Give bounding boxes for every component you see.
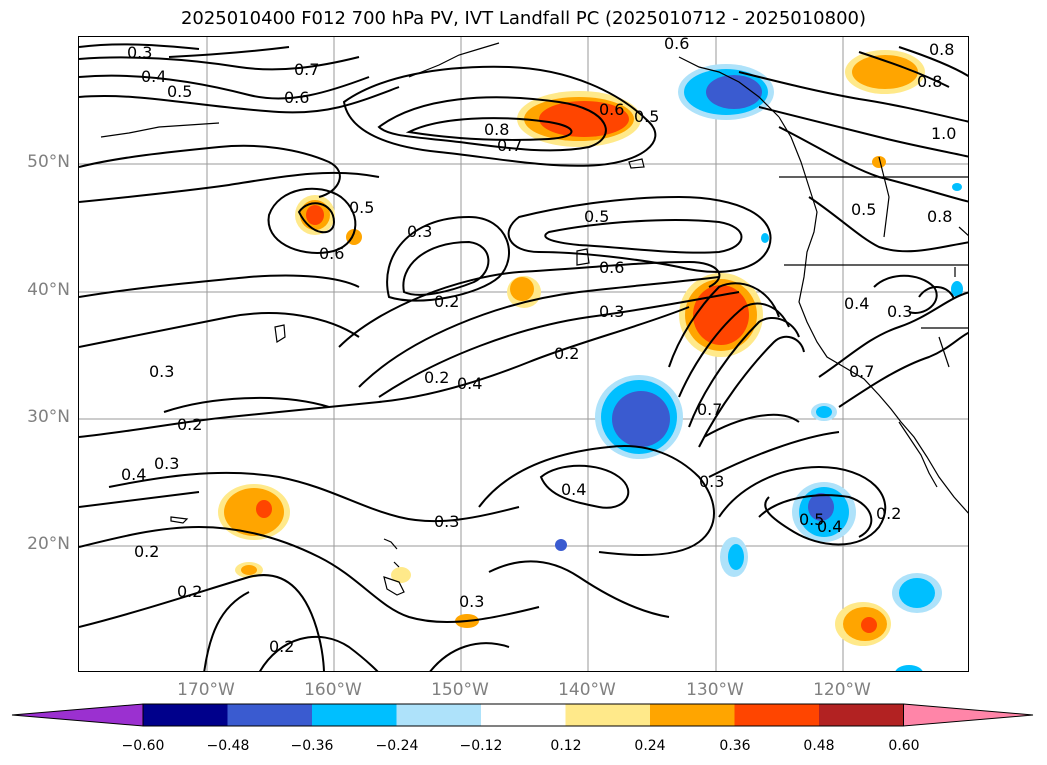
lon-label-170w: 170°W — [177, 680, 235, 700]
colorbar-segment — [481, 704, 566, 726]
lon-label-140w: 140°W — [558, 680, 616, 700]
contour-label: 0.8 — [929, 40, 954, 59]
contour-label: 0.5 — [584, 207, 609, 226]
contour-label: 0.3 — [149, 362, 174, 381]
colorbar-extend-max — [903, 703, 1034, 727]
colorbar-tick: −0.36 — [290, 738, 334, 754]
colorbar-segment — [819, 704, 904, 726]
map-panel: 0.3 0.4 0.5 0.7 0.6 0.6 0.8 0.7 0.6 0.5 … — [78, 36, 969, 672]
contour-label: 0.6 — [319, 244, 344, 263]
contour-label: 1.0 — [931, 124, 956, 143]
colorbar-extend-min — [11, 703, 144, 727]
colorbar-outline — [142, 703, 904, 727]
contour-label: 0.2 — [554, 344, 579, 363]
contour-label: 0.5 — [349, 198, 374, 217]
contour-label: 0.3 — [699, 472, 724, 491]
colorbar-segment — [650, 704, 735, 726]
contour-label: 0.7 — [849, 362, 874, 381]
lon-label-160w: 160°W — [304, 680, 362, 700]
lon-label-150w: 150°W — [431, 680, 489, 700]
contour-label: 0.7 — [697, 400, 722, 419]
contour-label: 0.4 — [817, 517, 842, 536]
lon-label-120w: 120°W — [813, 680, 871, 700]
contour-label: 0.4 — [561, 480, 586, 499]
ivt-shading — [218, 50, 963, 671]
contour-label: 0.4 — [141, 67, 166, 86]
colorbar-segment — [143, 704, 228, 726]
contour-label: 0.4 — [457, 374, 482, 393]
colorbar-segment — [734, 704, 819, 726]
colorbar-segments — [11, 703, 1034, 727]
contour-labels: 0.3 0.4 0.5 0.7 0.6 0.6 0.8 0.7 0.6 0.5 … — [121, 37, 956, 656]
contour-label: 0.6 — [599, 258, 624, 277]
lat-label-20n: 20°N — [27, 534, 70, 554]
colorbar-segment — [396, 704, 481, 726]
contour-label: 0.5 — [799, 510, 824, 529]
colorbar-tick: 0.12 — [550, 738, 582, 754]
contour-label: 0.5 — [634, 107, 659, 126]
contour-label: 0.7 — [497, 136, 522, 155]
colorbar-segment — [312, 704, 397, 726]
map-canvas: 0.3 0.4 0.5 0.7 0.6 0.6 0.8 0.7 0.6 0.5 … — [79, 37, 968, 671]
pv-contours — [79, 43, 968, 671]
colorbar — [11, 703, 1034, 727]
contour-label: 0.3 — [154, 454, 179, 473]
contour-label: 0.2 — [177, 582, 202, 601]
contour-label: 0.8 — [927, 207, 952, 226]
contour-label: 0.3 — [459, 592, 484, 611]
colorbar-segment — [227, 704, 312, 726]
contour-label: 0.2 — [177, 415, 202, 434]
lat-label-40n: 40°N — [27, 280, 70, 300]
contour-label: 0.3 — [887, 302, 912, 321]
contour-label: 0.8 — [917, 72, 942, 91]
colorbar-tick: 0.48 — [803, 738, 835, 754]
colorbar-tick: −0.24 — [375, 738, 419, 754]
colorbar-tick: −0.60 — [121, 738, 165, 754]
contour-label: 0.3 — [434, 512, 459, 531]
lon-label-130w: 130°W — [686, 680, 744, 700]
contour-label: 0.2 — [876, 504, 901, 523]
map-title: 2025010400 F012 700 hPa PV, IVT Landfall… — [180, 8, 867, 29]
contour-label: 0.6 — [664, 37, 689, 53]
contour-label: 0.6 — [599, 100, 624, 119]
contour-label: 0.7 — [294, 60, 319, 79]
contour-label: 0.3 — [407, 222, 432, 241]
colorbar-tick: 0.36 — [719, 738, 751, 754]
lat-label-30n: 30°N — [27, 407, 70, 427]
graticule — [79, 37, 968, 671]
contour-label: 0.2 — [424, 368, 449, 387]
colorbar-segment — [565, 704, 650, 726]
contour-label: 0.2 — [434, 292, 459, 311]
colorbar-tick: 0.24 — [634, 738, 666, 754]
contour-label: 0.2 — [269, 637, 294, 656]
contour-label: 0.3 — [599, 302, 624, 321]
contour-label: 0.3 — [127, 43, 152, 62]
contour-label: 0.4 — [844, 294, 869, 313]
colorbar-tick: −0.12 — [459, 738, 503, 754]
lat-label-50n: 50°N — [27, 152, 70, 172]
contour-label: 0.5 — [851, 200, 876, 219]
colorbar-tick: −0.48 — [206, 738, 250, 754]
contour-label: 0.4 — [121, 465, 146, 484]
contour-label: 0.5 — [167, 82, 192, 101]
contour-label: 0.6 — [284, 88, 309, 107]
colorbar-tick: 0.60 — [888, 738, 920, 754]
contour-label: 0.2 — [134, 542, 159, 561]
contour-label: 0.8 — [484, 120, 509, 139]
